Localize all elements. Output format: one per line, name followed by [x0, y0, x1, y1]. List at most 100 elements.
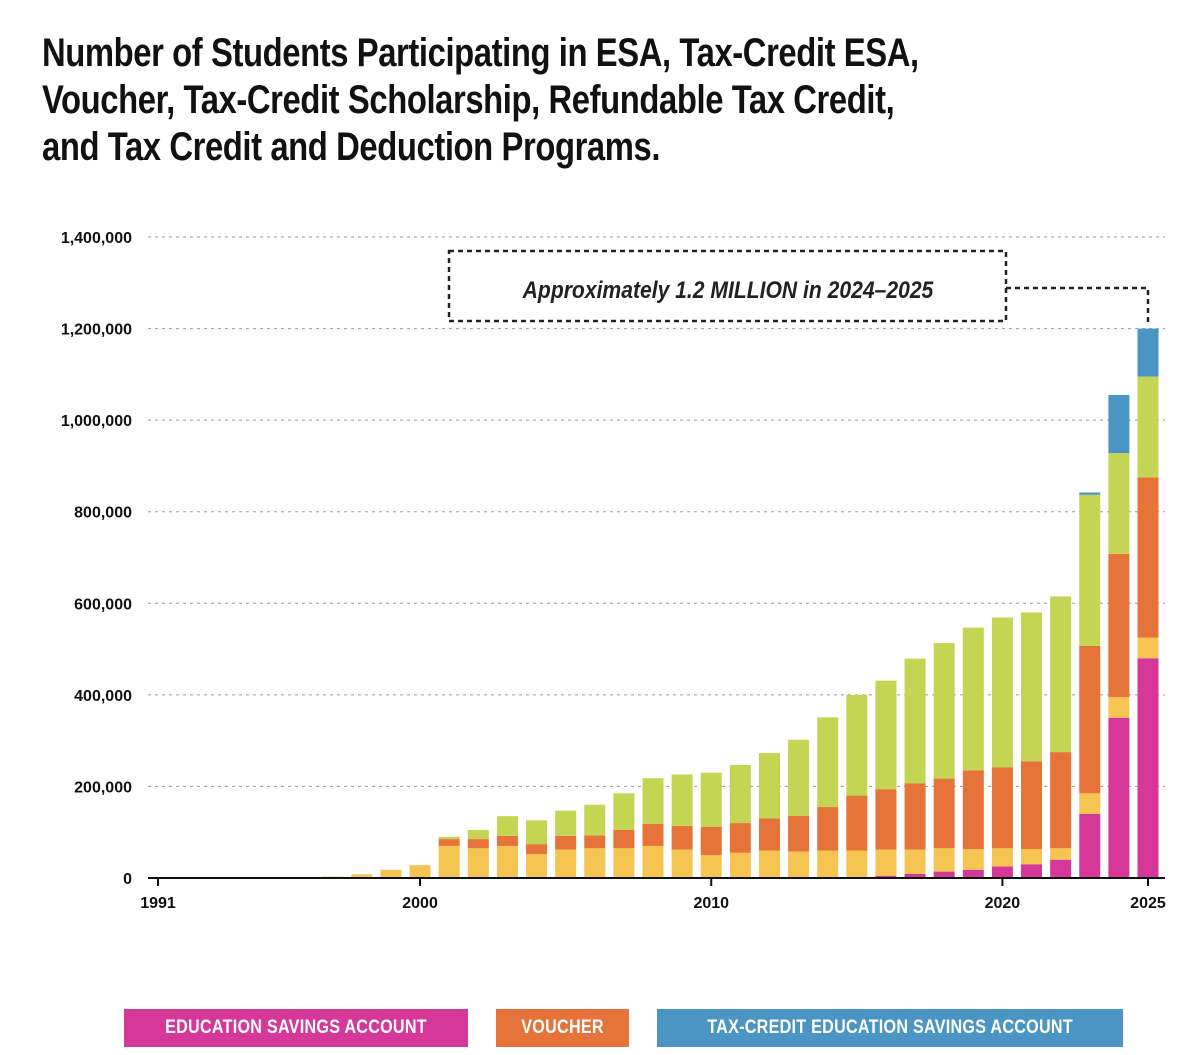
bar-segment [1079, 645, 1101, 794]
y-tick-label: 600,000 [74, 596, 132, 613]
annotation-box [447, 249, 1008, 323]
chart-title-line-1: Number of Students Participating in ESA,… [42, 31, 919, 75]
bar-segment [409, 865, 431, 878]
bar-segment [496, 835, 518, 846]
bar-segment [846, 850, 868, 878]
annotation-text: Approximately 1.2 MILLION in 2024–2025 [522, 277, 934, 304]
bar-segment [1137, 637, 1159, 659]
x-axis: 1991 2000 2010 2020 2025 [140, 877, 1166, 912]
bar-segment [991, 617, 1013, 768]
bar-segment [758, 818, 780, 851]
bar-segment [1021, 849, 1043, 865]
bar-segment [467, 839, 489, 849]
bar-segment [1079, 793, 1101, 814]
bar-segment [1050, 752, 1072, 849]
bar-segment [875, 849, 897, 876]
bar-segment [904, 873, 926, 878]
y-tick-label: 1,200,000 [61, 322, 132, 339]
bar-segment [1108, 394, 1130, 454]
annotation-callout: Approximately 1.2 MILLION in 2024–2025 [447, 249, 1150, 323]
bar-segment [584, 804, 606, 836]
chart-title-line-2: Voucher, Tax-Credit Scholarship, Refunda… [42, 78, 895, 123]
legend-item-tax-credit-esa: TAX-CREDIT EDUCATION SAVINGS ACCOUNT [657, 1009, 1124, 1047]
bar-segment [526, 854, 548, 878]
bar-segment [758, 753, 780, 819]
bar-segment [496, 816, 518, 836]
bar-segment [1079, 494, 1101, 646]
bar-segment [817, 850, 839, 878]
y-tick-label: 0 [123, 871, 132, 888]
legend-item-voucher: VOUCHER [495, 1009, 630, 1047]
bar-segment [933, 848, 955, 872]
bar-segment [613, 848, 635, 878]
bar-segment [933, 778, 955, 849]
bar-segment [700, 772, 722, 827]
bar-segment [962, 770, 984, 850]
y-tick-label: 1,000,000 [61, 413, 132, 430]
chart-title: Number of Students Participating in ESA,… [42, 30, 969, 172]
bar-segment [991, 866, 1013, 878]
legend-label: TAX-CREDIT EDUCATION SAVINGS ACCOUNT [707, 1017, 1074, 1038]
bar-segment [817, 717, 839, 808]
x-tick-label: 2010 [693, 895, 729, 912]
y-tick-label: 400,000 [74, 688, 132, 705]
bar-segment [729, 823, 751, 853]
bar-segment [467, 848, 489, 878]
bar-segment [904, 658, 926, 784]
bar-segment [875, 875, 897, 878]
bar-segment [1021, 761, 1043, 850]
annotation-leader-line [1006, 286, 1150, 322]
bar-segment [380, 869, 402, 878]
x-tick-label: 2020 [985, 895, 1021, 912]
bar-segment [846, 694, 868, 796]
bar-segment [1021, 864, 1043, 878]
legend-label: EDUCATION SAVINGS ACCOUNT [165, 1017, 427, 1038]
bar-segment [642, 778, 664, 824]
bar-segment [758, 850, 780, 878]
bar-segment [991, 767, 1013, 849]
bar-segment [1079, 492, 1101, 495]
legend-label: VOUCHER [521, 1017, 604, 1038]
bar-segment [729, 852, 751, 878]
bar-segment [438, 839, 460, 846]
legend-item-education-savings-account: EDUCATION SAVINGS ACCOUNT [124, 1009, 468, 1047]
bar-segment [933, 871, 955, 878]
bar-segment [438, 836, 460, 840]
bar-segment [788, 739, 810, 816]
bar-segment [1108, 697, 1130, 718]
bar-segment [933, 643, 955, 779]
bar-segment [788, 815, 810, 852]
bar-segment [613, 793, 635, 830]
bar-segment [962, 627, 984, 771]
bar-segment [1050, 859, 1072, 878]
y-tick-label: 800,000 [74, 505, 132, 522]
bar-segment [1137, 658, 1159, 878]
bar-segment [846, 795, 868, 851]
y-tick-label: 200,000 [74, 779, 132, 796]
bar-segment [555, 810, 577, 836]
bar-segment [1137, 328, 1159, 377]
bars [147, 328, 1159, 879]
bar-segment [555, 835, 577, 850]
bar-segment [467, 829, 489, 840]
bar-segment [613, 829, 635, 849]
bar-segment [729, 764, 751, 824]
bar-segment [875, 680, 897, 790]
bar-segment [1021, 612, 1043, 762]
legend: EDUCATION SAVINGS ACCOUNT VOUCHER TAX-CR… [124, 1009, 1124, 1047]
bar-segment [788, 851, 810, 878]
bar-segment [1108, 717, 1130, 878]
bar-segment [875, 789, 897, 850]
bar-segment [642, 823, 664, 846]
bar-segment [904, 783, 926, 850]
y-axis-ticks: 0 200,000 400,000 600,000 800,000 1,000,000 1,… [61, 230, 132, 888]
bar-segment [526, 844, 548, 855]
y-tick-label: 1,400,000 [61, 230, 132, 247]
bar-segment [700, 826, 722, 856]
chart-title-line-3: and Tax Credit and Deduction Programs. [42, 125, 661, 170]
bar-segment [351, 874, 373, 878]
x-tick-label: 2000 [402, 895, 438, 912]
bar-segment [584, 848, 606, 878]
bar-segment [671, 825, 693, 850]
bar-segment [642, 845, 664, 878]
